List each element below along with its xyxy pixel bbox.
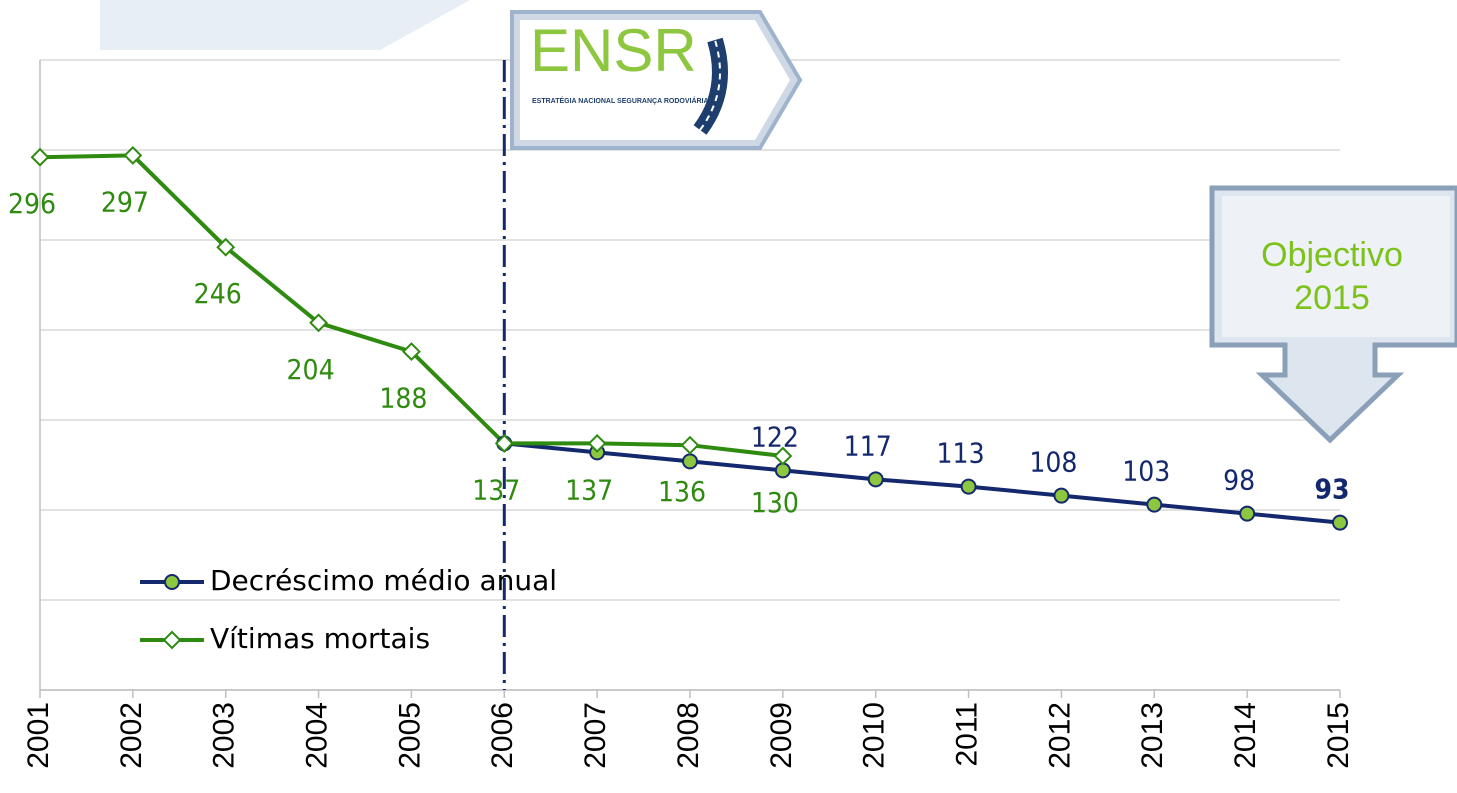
marker [165,575,179,589]
background-shape [100,0,470,50]
marker [962,480,976,494]
logo-subtitle: ESTRATÉGIA NACIONAL SEGURANÇA RODOVIÁRIA [532,96,709,105]
data-label: 136 [658,475,706,508]
data-label: 204 [287,353,335,386]
marker [869,472,883,486]
legend-label: Decréscimo médio anual [210,564,557,597]
data-label: 137 [565,473,613,506]
x-tick-label: 2003 [208,702,241,769]
target-callout: Objectivo 2015 [1212,188,1457,440]
marker [164,632,180,648]
data-label: 296 [8,187,56,220]
x-tick-label: 2013 [1136,702,1169,769]
chart: 2001 2002 2003 2004 2005 2006 2007 2008 2009 2010… [0,0,1457,793]
data-label: 93 [1314,473,1349,506]
marker [1240,507,1254,521]
data-label: 117 [844,429,892,462]
x-tick-label: 2008 [672,702,705,769]
x-tick-label: 2009 [765,702,798,769]
marker [776,463,790,477]
data-labels: 122 117 113 108 103 98 93 296 297 246 204 188 137 137… [8,185,1350,519]
marker [1054,489,1068,503]
data-label: 122 [751,420,799,453]
data-label: 137 [472,473,520,506]
callout-line2: 2015 [1294,279,1370,317]
marker [683,454,697,468]
data-label: 188 [379,382,427,415]
x-tick-label: 2001 [22,702,55,769]
data-label: 130 [751,486,799,519]
callout-line1: Objectivo [1261,236,1403,274]
data-label: 246 [194,277,242,310]
logo: ENSR ESTRATÉGIA NACIONAL SEGURANÇA RODOV… [512,12,800,148]
x-tick-label: 2004 [300,702,333,769]
x-tick-label: 2014 [1229,702,1262,769]
logo-title: ENSR [530,17,697,84]
marker [1147,498,1161,512]
x-tick-label: 2005 [393,702,426,769]
legend: Decréscimo médio anual Vítimas mortais [140,564,557,655]
x-tick-label: 2006 [486,702,519,769]
legend-label: Vítimas mortais [210,622,430,655]
marker [32,149,48,165]
x-tick-label: 2007 [579,702,612,769]
data-label: 108 [1029,446,1077,479]
marker [682,437,698,453]
x-tick-label: 2011 [950,702,983,767]
data-label: 297 [101,185,149,218]
x-tick-label: 2012 [1043,702,1076,769]
data-label: 113 [937,437,985,470]
data-label: 98 [1223,464,1255,497]
data-label: 103 [1122,455,1170,488]
x-tick-label: 2002 [115,702,148,769]
marker [1333,516,1347,530]
x-tick-label: 2010 [858,702,891,769]
grid: 2001 2002 2003 2004 2005 2006 2007 2008 2009 2010… [22,60,1355,769]
x-tick-label: 2015 [1322,702,1355,769]
